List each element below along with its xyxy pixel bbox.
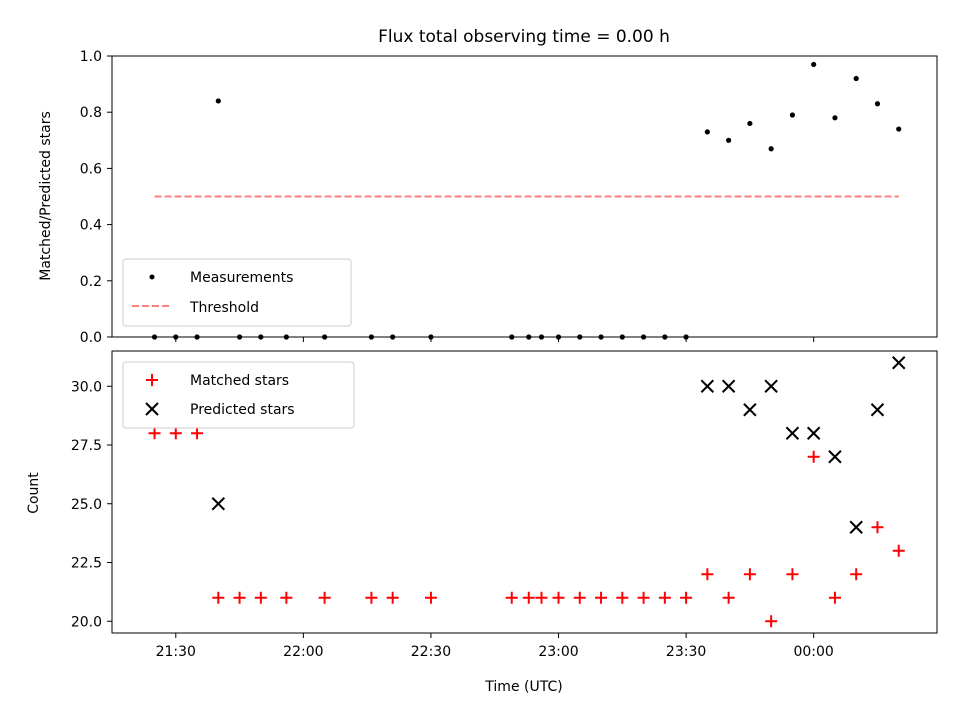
predicted-star-point — [849, 520, 863, 534]
bottom-y-tick-label: 27.5 — [71, 438, 102, 454]
matched-star-point — [522, 591, 535, 604]
bottom-y-tick-label: 22.5 — [71, 556, 102, 572]
matched-star-point — [637, 591, 650, 604]
matched-star-point — [573, 591, 586, 604]
measurement-point — [853, 75, 859, 82]
matched-star-point — [616, 591, 629, 604]
measurement-point — [768, 146, 774, 152]
top-x-ticks — [175, 337, 815, 342]
predicted-star-point — [870, 403, 885, 417]
bottom-y-ticks: 20.0 22.5 25.0 27.5 30.0 — [71, 379, 112, 630]
measurement-point — [215, 98, 221, 104]
predicted-star-point — [764, 379, 778, 393]
matched-star-point — [552, 591, 565, 604]
bottom-legend-box — [122, 361, 355, 429]
predicted-legend-label: Predicted stars — [190, 402, 295, 418]
measurement-point — [704, 129, 710, 135]
measurement-point — [811, 61, 817, 68]
matched-star-point — [743, 568, 756, 581]
x-tick-label: 23:00 — [538, 644, 578, 660]
top-y-tick-label: 1.0 — [80, 49, 102, 65]
matched-star-point — [807, 450, 820, 463]
measurements-legend-label: Measurements — [190, 270, 293, 286]
top-y-tick-label: 0.2 — [80, 274, 102, 290]
x-tick-label: 23:30 — [666, 644, 706, 660]
matched-star-point — [765, 615, 778, 628]
measurement-point — [874, 101, 881, 107]
bottom-y-axis-label: Count — [26, 472, 42, 514]
matched-star-point — [680, 591, 693, 604]
matched-star-point — [424, 591, 437, 604]
top-y-tick-label: 0.8 — [80, 105, 102, 121]
matched-star-point — [365, 591, 378, 604]
bottom-panel: 20.0 22.5 25.0 27.5 30.0 21:30 22:00 22:30 23:0… — [26, 350, 938, 695]
top-axes-frame — [111, 55, 938, 338]
matched-star-point — [828, 591, 841, 604]
matched-star-point — [871, 521, 884, 534]
predicted-star-point — [721, 379, 736, 393]
matched-star-point — [169, 427, 182, 440]
predicted-star-point — [892, 356, 906, 370]
top-y-ticks: 0.0 0.2 0.4 0.6 0.8 1.0 — [80, 49, 112, 346]
top-legend-box — [122, 258, 352, 327]
matched-star-point — [280, 591, 293, 604]
predicted-star-point — [785, 426, 800, 440]
bottom-y-tick-label: 25.0 — [71, 497, 102, 513]
chart-title: Flux total observing time = 0.00 h — [378, 27, 670, 47]
predicted-star-point — [743, 403, 757, 417]
measurement-point — [747, 120, 753, 127]
bottom-x-ticks: 21:30 22:00 22:30 23:00 23:30 00:00 — [156, 633, 834, 660]
matched-star-point — [148, 427, 161, 440]
measurement-point — [832, 115, 838, 121]
matched-star-point — [722, 591, 735, 604]
matched-star-point — [191, 427, 204, 440]
matched-star-point — [535, 591, 548, 604]
measurement-point — [789, 112, 796, 118]
bottom-axes-frame — [111, 350, 938, 634]
predicted-star-point — [700, 379, 715, 393]
bottom-legend: Matched stars Predicted stars — [122, 361, 355, 429]
matched-legend-marker — [146, 374, 158, 386]
matched-star-point — [701, 568, 714, 581]
top-y-tick-label: 0.0 — [80, 330, 102, 346]
matched-star-point — [318, 591, 331, 604]
top-y-axis-label: Matched/Predicted stars — [38, 111, 54, 281]
x-tick-label: 22:30 — [411, 644, 451, 660]
measurement-point — [896, 126, 902, 132]
bottom-y-tick-label: 30.0 — [71, 379, 102, 395]
matched-star-point — [386, 591, 399, 604]
predicted-star-point — [828, 450, 842, 464]
threshold-legend-label: Threshold — [189, 300, 259, 316]
x-tick-label: 00:00 — [793, 644, 833, 660]
predicted-legend-marker — [145, 402, 159, 416]
bottom-marks — [148, 356, 906, 628]
matched-star-point — [850, 568, 863, 581]
bottom-y-tick-label: 20.0 — [71, 614, 102, 630]
x-tick-label: 21:30 — [156, 644, 196, 660]
predicted-star-point — [211, 497, 226, 511]
measurements-legend-marker — [149, 274, 155, 280]
matched-star-point — [595, 591, 608, 604]
x-axis-label: Time (UTC) — [484, 679, 562, 695]
top-legend: Measurements Threshold — [122, 258, 352, 327]
top-panel: 0.0 0.2 0.4 0.6 0.8 1.0 Matched/Predicted sta… — [38, 49, 938, 346]
matched-star-point — [254, 591, 267, 604]
matched-star-point — [786, 568, 799, 581]
predicted-star-point — [806, 426, 821, 440]
matched-star-point — [658, 591, 671, 604]
matched-star-point — [212, 591, 225, 604]
matched-star-point — [892, 544, 905, 557]
matched-star-point — [233, 591, 246, 604]
matched-star-point — [505, 591, 518, 604]
top-y-tick-label: 0.4 — [80, 218, 102, 234]
measurement-point — [726, 137, 732, 143]
top-y-tick-label: 0.6 — [80, 161, 102, 177]
matched-legend-label: Matched stars — [190, 373, 289, 389]
x-tick-label: 22:00 — [283, 644, 323, 660]
